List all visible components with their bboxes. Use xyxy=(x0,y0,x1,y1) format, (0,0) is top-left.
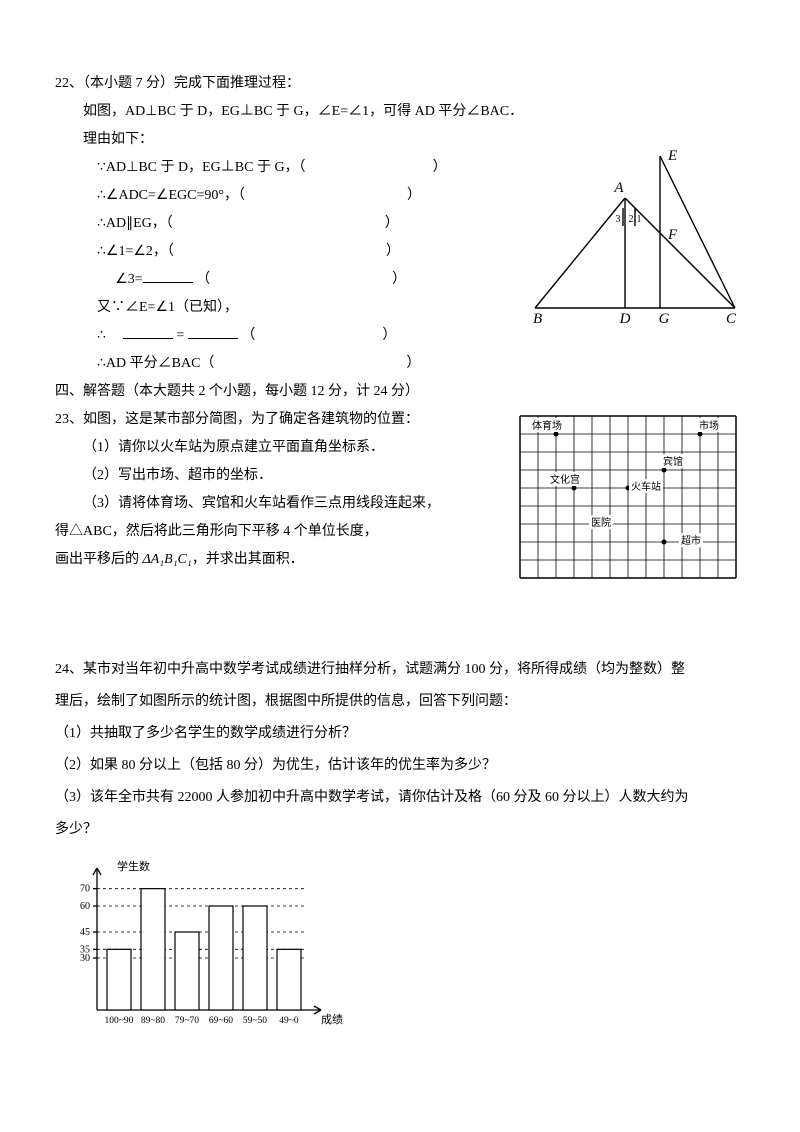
svg-text:49~0: 49~0 xyxy=(279,1016,299,1026)
svg-text:35: 35 xyxy=(80,944,90,955)
q22-s4-text: ∴∠1=∠2，（ xyxy=(97,244,174,259)
q22-figure: A B C D G E F 123 xyxy=(525,98,745,328)
q22-reason-label: 理由如下： xyxy=(55,126,525,154)
q22-s3: ∴AD∥EG，（ ） xyxy=(55,210,525,238)
svg-text:体育场: 体育场 xyxy=(532,419,562,432)
svg-text:火车站: 火车站 xyxy=(631,480,661,493)
blank-angle3[interactable] xyxy=(143,266,193,283)
svg-text:E: E xyxy=(667,148,677,164)
svg-text:89~80: 89~80 xyxy=(141,1016,165,1026)
q24-p1: （1）共抽取了多少名学生的数学成绩进行分析？ xyxy=(55,720,745,748)
q22-s1-close: ） xyxy=(433,160,447,175)
q22-s7b: = xyxy=(176,328,184,343)
q22-s2-text: ∴∠ADC=∠EGC=90°，（ xyxy=(97,188,245,203)
svg-text:100~90: 100~90 xyxy=(105,1016,134,1026)
svg-text:70: 70 xyxy=(80,884,90,895)
q22-s4: ∴∠1=∠2，（ ） xyxy=(55,238,525,266)
q22-header: 22、（本小题 7 分）完成下面推理过程： xyxy=(55,70,745,98)
q23-p3: （3）请将体育场、宾馆和火车站看作三点用线段连起来， xyxy=(55,490,510,518)
svg-text:1: 1 xyxy=(637,214,642,225)
q24-chart-wrap: 3035456070100~9089~8079~7069~6059~5049~0… xyxy=(55,850,745,1035)
svg-text:B: B xyxy=(533,311,542,327)
svg-text:成绩: 成绩 xyxy=(321,1013,343,1026)
q24-header2: 理后，绘制了如图所示的统计图，根据图中所提供的信息，回答下列问题： xyxy=(55,688,745,716)
q23-p5a: 画出平移后的 xyxy=(55,552,143,567)
q24: 24、某市对当年初中升高中数学考试成绩进行抽样分析，试题满分 100 分，将所得… xyxy=(55,656,745,1035)
q22-s5a: ∠3= xyxy=(115,272,142,287)
q22: 22、（本小题 7 分）完成下面推理过程： 如图，AD⊥BC 于 D，EG⊥BC… xyxy=(55,70,745,378)
q22-s7a: ∴ xyxy=(97,328,106,343)
grid-svg: 体育场 市场文化宫 宾馆火车站医院超市 xyxy=(515,411,745,586)
q24-p3: （3）该年全市共有 22000 人参加初中升高中数学考试，请你估计及格（60 分… xyxy=(55,784,745,812)
q22-s4-close: ） xyxy=(386,244,400,259)
svg-text:59~50: 59~50 xyxy=(243,1016,267,1026)
q22-s5: ∠3= （ ） xyxy=(55,266,525,294)
q22-text: 如图，AD⊥BC 于 D，EG⊥BC 于 G，∠E=∠1，可得 AD 平分∠BA… xyxy=(55,98,525,378)
q22-s8-text: ∴AD 平分∠BAC（ xyxy=(97,356,214,371)
svg-text:G: G xyxy=(659,311,670,327)
svg-text:学生数: 学生数 xyxy=(117,859,150,873)
q23-text: 23、如图，这是某市部分简图，为了确定各建筑物的位置： （1）请你以火车站为原点… xyxy=(55,406,510,574)
q24-p4: 多少？ xyxy=(55,816,745,844)
q23-p2: （2）写出市场、超市的坐标． xyxy=(55,462,510,490)
q23-header: 23、如图，这是某市部分简图，为了确定各建筑物的位置： xyxy=(55,406,510,434)
svg-text:C: C xyxy=(726,311,737,327)
q22-s5b: （ xyxy=(196,272,210,287)
svg-text:45: 45 xyxy=(80,927,90,938)
q23-p4: 得△ABC，然后将此三角形向下平移 4 个单位长度， xyxy=(55,518,510,546)
q22-s8: ∴AD 平分∠BAC（ ） xyxy=(55,350,525,378)
svg-text:D: D xyxy=(619,311,631,327)
histogram-svg: 3035456070100~9089~8079~7069~6059~5049~0… xyxy=(55,850,365,1035)
q23-p1: （1）请你以火车站为原点建立平面直角坐标系． xyxy=(55,434,510,462)
q22-s6: 又∵∠E=∠1（已知）， xyxy=(55,294,525,322)
triangle-svg: A B C D G E F 123 xyxy=(525,138,745,328)
svg-text:79~70: 79~70 xyxy=(175,1016,199,1026)
blank-eq-left[interactable] xyxy=(123,322,173,339)
q22-s3-text: ∴AD∥EG，（ xyxy=(97,216,173,231)
q23-p5-tri: ΔA₁B₁C₁ xyxy=(143,552,192,567)
svg-text:F: F xyxy=(667,227,678,243)
svg-text:60: 60 xyxy=(80,901,90,912)
q22-given: 如图，AD⊥BC 于 D，EG⊥BC 于 G，∠E=∠1，可得 AD 平分∠BA… xyxy=(55,98,525,126)
q22-s1-text: ∵AD⊥BC 于 D，EG⊥BC 于 G，（ xyxy=(97,160,306,175)
svg-text:A: A xyxy=(613,180,624,196)
svg-text:医院: 医院 xyxy=(591,516,611,529)
svg-text:69~60: 69~60 xyxy=(209,1016,233,1026)
blank-eq-right[interactable] xyxy=(188,322,238,339)
q22-s3-close: ） xyxy=(385,216,399,231)
svg-text:文化宫: 文化宫 xyxy=(550,473,580,486)
q24-header: 24、某市对当年初中升高中数学考试成绩进行抽样分析，试题满分 100 分，将所得… xyxy=(55,656,745,684)
section4-header: 四、解答题（本大题共 2 个小题，每小题 12 分，计 24 分） xyxy=(55,378,745,406)
q22-s1: ∵AD⊥BC 于 D，EG⊥BC 于 G，（ ） xyxy=(55,154,525,182)
svg-text:超市: 超市 xyxy=(681,534,701,547)
q22-s5-close: ） xyxy=(392,272,406,287)
q22-s2: ∴∠ADC=∠EGC=90°，（ ） xyxy=(55,182,525,210)
q22-s8-close: ） xyxy=(406,356,420,371)
svg-text:3: 3 xyxy=(616,214,621,225)
svg-text:市场: 市场 xyxy=(699,419,719,432)
svg-text:宾馆: 宾馆 xyxy=(663,455,683,468)
svg-text:2: 2 xyxy=(629,214,634,225)
q22-s7: ∴ = （ ） xyxy=(55,322,525,350)
q22-s7-close: ） xyxy=(382,328,396,343)
q23-p5: 画出平移后的 ΔA₁B₁C₁，并求出其面积． xyxy=(55,546,510,574)
q23-p5b: ，并求出其面积． xyxy=(192,552,304,567)
q22-s2-close: ） xyxy=(407,188,421,203)
q23: 23、如图，这是某市部分简图，为了确定各建筑物的位置： （1）请你以火车站为原点… xyxy=(55,406,745,586)
q24-p2: （2）如果 80 分以上（包括 80 分）为优生，估计该年的优生率为多少？ xyxy=(55,752,745,780)
q22-s7c: （ xyxy=(241,328,255,343)
q23-figure: 体育场 市场文化宫 宾馆火车站医院超市 xyxy=(510,406,745,586)
